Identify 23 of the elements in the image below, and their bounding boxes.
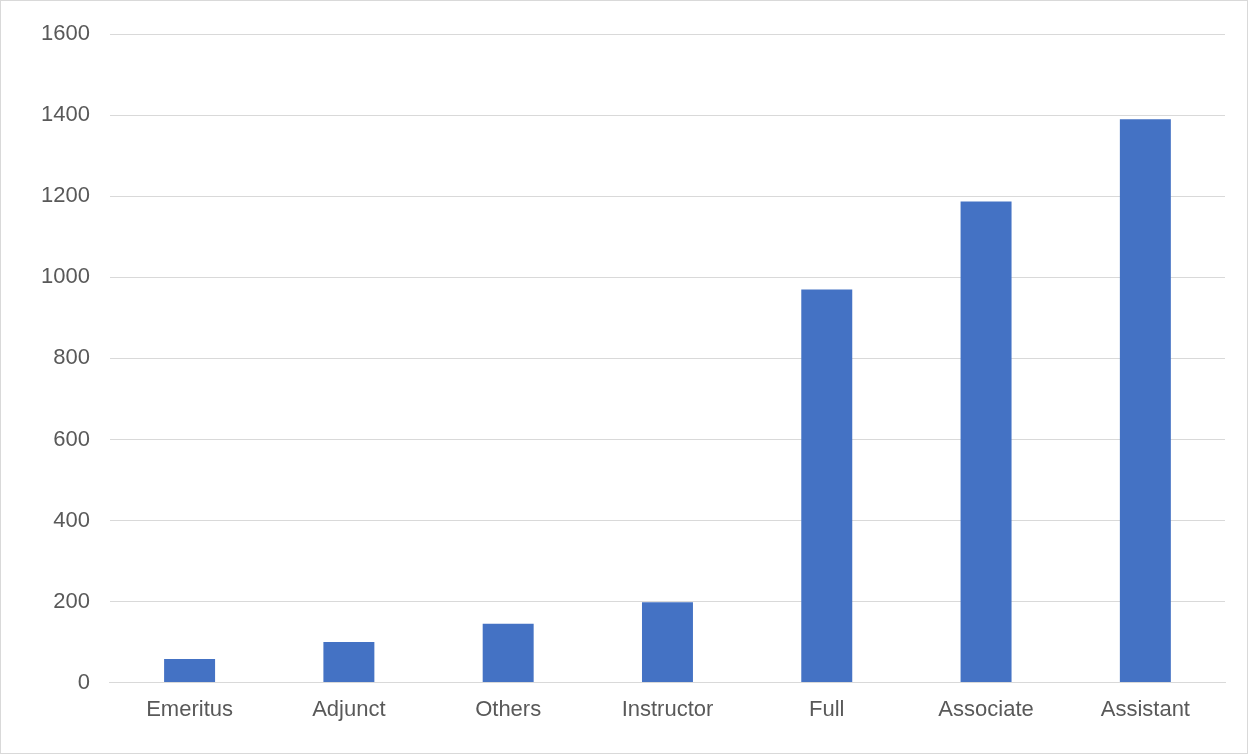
x-tick-label: Associate bbox=[938, 695, 1034, 721]
x-tick-label: Full bbox=[809, 695, 845, 721]
y-tick-label: 200 bbox=[53, 587, 90, 613]
y-tick-label: 1400 bbox=[40, 101, 90, 127]
bar bbox=[641, 602, 693, 683]
x-tick-label: Adjunct bbox=[312, 695, 386, 721]
bar bbox=[323, 642, 375, 683]
bar bbox=[960, 201, 1012, 683]
x-tick-label: Others bbox=[475, 695, 542, 721]
y-tick-label: 1000 bbox=[40, 263, 90, 289]
x-tick-label: Instructor bbox=[621, 695, 714, 721]
bar bbox=[482, 623, 534, 683]
y-tick-label: 400 bbox=[53, 506, 90, 532]
y-tick-label: 800 bbox=[53, 344, 90, 370]
bar bbox=[801, 289, 853, 683]
bar bbox=[164, 659, 216, 683]
y-tick-label: 0 bbox=[77, 668, 90, 694]
y-tick-label: 1200 bbox=[40, 182, 90, 208]
x-tick-label: Emeritus bbox=[146, 695, 233, 721]
x-tick-label: Assistant bbox=[1100, 695, 1190, 721]
bar bbox=[1119, 119, 1171, 683]
y-tick-label: 1600 bbox=[40, 20, 90, 46]
y-tick-label: 600 bbox=[53, 425, 90, 451]
